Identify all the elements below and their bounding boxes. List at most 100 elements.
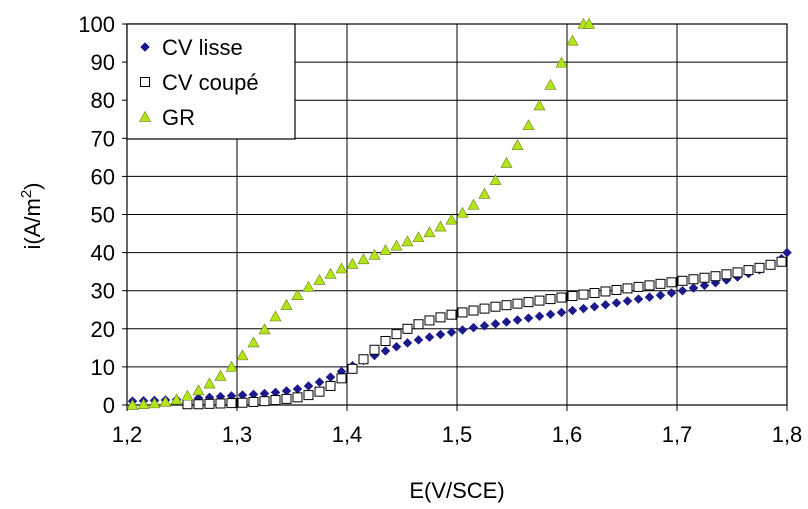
series-cv-coup- <box>182 256 787 410</box>
legend-box <box>126 23 296 140</box>
data-point <box>237 397 248 408</box>
data-point <box>435 329 446 340</box>
data-point <box>215 398 226 409</box>
data-point <box>567 291 578 302</box>
y-tick-label: 80 <box>91 88 115 113</box>
x-axis-title: E(V/SCE) <box>409 478 504 503</box>
data-point <box>181 389 194 401</box>
y-tick-label: 60 <box>91 164 115 189</box>
data-point <box>325 380 336 391</box>
x-tick-label: 1,7 <box>662 422 693 447</box>
data-point <box>467 198 480 210</box>
y-tick-label: 70 <box>91 126 115 151</box>
data-point <box>644 280 655 291</box>
legend-marker <box>138 110 152 122</box>
data-point <box>148 397 161 409</box>
data-point <box>699 280 710 291</box>
data-point <box>765 259 776 270</box>
data-point <box>754 262 765 273</box>
data-point <box>270 395 281 406</box>
data-point <box>468 322 479 333</box>
data-point <box>468 305 479 316</box>
data-point <box>511 139 524 150</box>
data-point <box>258 323 271 335</box>
data-point <box>280 299 293 310</box>
y-tick-label: 30 <box>91 279 115 304</box>
data-point <box>424 315 435 326</box>
data-point <box>226 398 237 409</box>
data-point <box>413 334 424 345</box>
data-point <box>379 244 392 256</box>
data-point <box>666 288 677 298</box>
data-point <box>589 301 600 312</box>
data-point <box>412 231 425 243</box>
data-point <box>380 346 391 356</box>
y-tick-label: 0 <box>103 393 115 418</box>
y-axis-title-suffix: ) <box>20 183 45 190</box>
data-point <box>622 283 633 294</box>
data-point <box>611 284 622 295</box>
legend: CV lisse CV coupé GR <box>126 23 296 140</box>
data-point <box>456 206 469 218</box>
legend-label: GR <box>162 105 195 130</box>
data-point <box>368 248 381 260</box>
data-point <box>292 392 303 403</box>
data-point <box>501 317 512 327</box>
x-tick-label: 1,6 <box>552 422 583 447</box>
data-point <box>567 305 578 316</box>
data-point <box>566 34 579 46</box>
data-point <box>655 278 666 289</box>
data-point <box>582 17 596 29</box>
data-point <box>446 327 457 338</box>
data-point <box>303 390 314 401</box>
data-point <box>225 360 238 372</box>
data-point <box>478 187 491 199</box>
legend-marker <box>140 77 150 87</box>
data-point <box>192 384 205 396</box>
data-point <box>600 286 611 297</box>
data-point <box>611 298 622 308</box>
data-point <box>545 309 556 320</box>
data-point <box>259 396 270 407</box>
data-point <box>137 398 150 409</box>
data-point <box>170 393 183 405</box>
y-tick-label: 20 <box>91 317 115 342</box>
data-point <box>732 267 743 278</box>
data-point <box>203 377 216 389</box>
legend-label: CV lisse <box>162 35 243 60</box>
data-point <box>677 275 688 286</box>
data-point <box>401 235 414 247</box>
data-point <box>457 325 468 335</box>
data-point <box>358 354 369 365</box>
data-point <box>445 213 458 225</box>
y-tick-label: 100 <box>78 12 115 37</box>
data-point <box>291 289 304 300</box>
data-point <box>336 373 347 384</box>
x-tick-label: 1,8 <box>772 422 803 447</box>
data-point <box>390 239 403 251</box>
y-axis-title-main: i(A/m <box>20 198 45 249</box>
series-layer <box>126 17 792 410</box>
data-point <box>688 283 699 293</box>
data-point <box>501 300 512 311</box>
data-point <box>479 320 490 331</box>
data-point <box>159 395 172 407</box>
x-tick-label: 1,3 <box>222 422 253 447</box>
legend-marker <box>140 42 150 52</box>
data-point <box>413 319 424 330</box>
x-tick-label: 1,4 <box>332 422 363 447</box>
data-point <box>314 377 325 387</box>
data-point <box>556 307 567 318</box>
data-point <box>380 335 391 346</box>
legend-label: CV coupé <box>162 70 259 95</box>
data-point <box>699 272 710 283</box>
data-point <box>391 341 402 352</box>
data-point <box>423 226 436 238</box>
y-axis-title: i(A/m2) <box>18 183 45 250</box>
data-point <box>457 307 468 318</box>
data-point <box>545 294 556 305</box>
data-point <box>743 265 754 276</box>
data-point <box>236 349 249 361</box>
axis-ticks: 0 10 20 30 40 50 60 70 80 90 100 1,2 1,3 1,4 1,5 1,6 1,7… <box>78 12 802 447</box>
data-point <box>512 315 523 325</box>
